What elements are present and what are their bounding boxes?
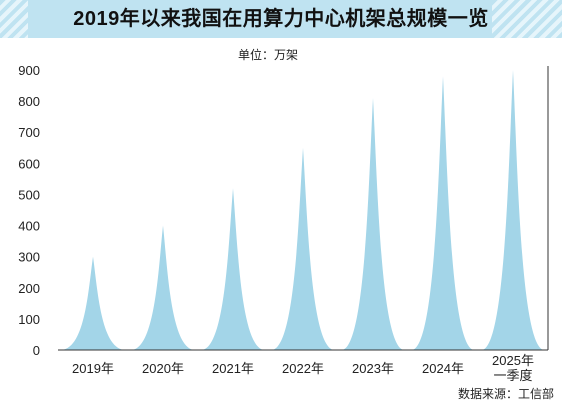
y-tick-label: 900 <box>18 63 40 78</box>
spike-mark <box>272 147 334 350</box>
y-tick-label: 200 <box>18 281 40 296</box>
unit-label: 单位：万架 <box>238 48 299 62</box>
y-tick-label: 100 <box>18 312 40 327</box>
source-label: 数据来源：工信部 <box>457 387 554 401</box>
spike-mark <box>132 225 194 350</box>
y-tick-label: 800 <box>18 94 40 109</box>
y-tick-label: 700 <box>18 125 40 140</box>
x-tick-label: 2025年一季度 <box>492 353 534 383</box>
x-tick-label: 2020年 <box>142 361 184 376</box>
x-tick-label: 2021年 <box>212 361 254 376</box>
spike-mark <box>202 188 264 350</box>
x-tick-label: 2024年 <box>422 361 464 376</box>
spike-mark <box>342 98 404 350</box>
title-stripe-left <box>0 0 28 38</box>
y-tick-label: 0 <box>33 343 40 358</box>
y-tick-label: 400 <box>18 219 40 234</box>
chart-title: 2019年以来我国在用算力中心机架总规模一览 <box>73 8 489 30</box>
y-tick-label: 600 <box>18 156 40 171</box>
x-tick-label: 2019年 <box>72 361 114 376</box>
spike-mark <box>482 70 544 350</box>
spike-mark <box>62 256 124 350</box>
y-tick-label: 300 <box>18 250 40 265</box>
title-stripe-right <box>492 0 562 38</box>
x-tick-label: 2022年 <box>282 361 324 376</box>
y-tick-label: 500 <box>18 187 40 202</box>
x-tick-label: 2023年 <box>352 361 394 376</box>
title-bar: 2019年以来我国在用算力中心机架总规模一览 <box>0 0 562 38</box>
spike-mark <box>412 76 474 350</box>
